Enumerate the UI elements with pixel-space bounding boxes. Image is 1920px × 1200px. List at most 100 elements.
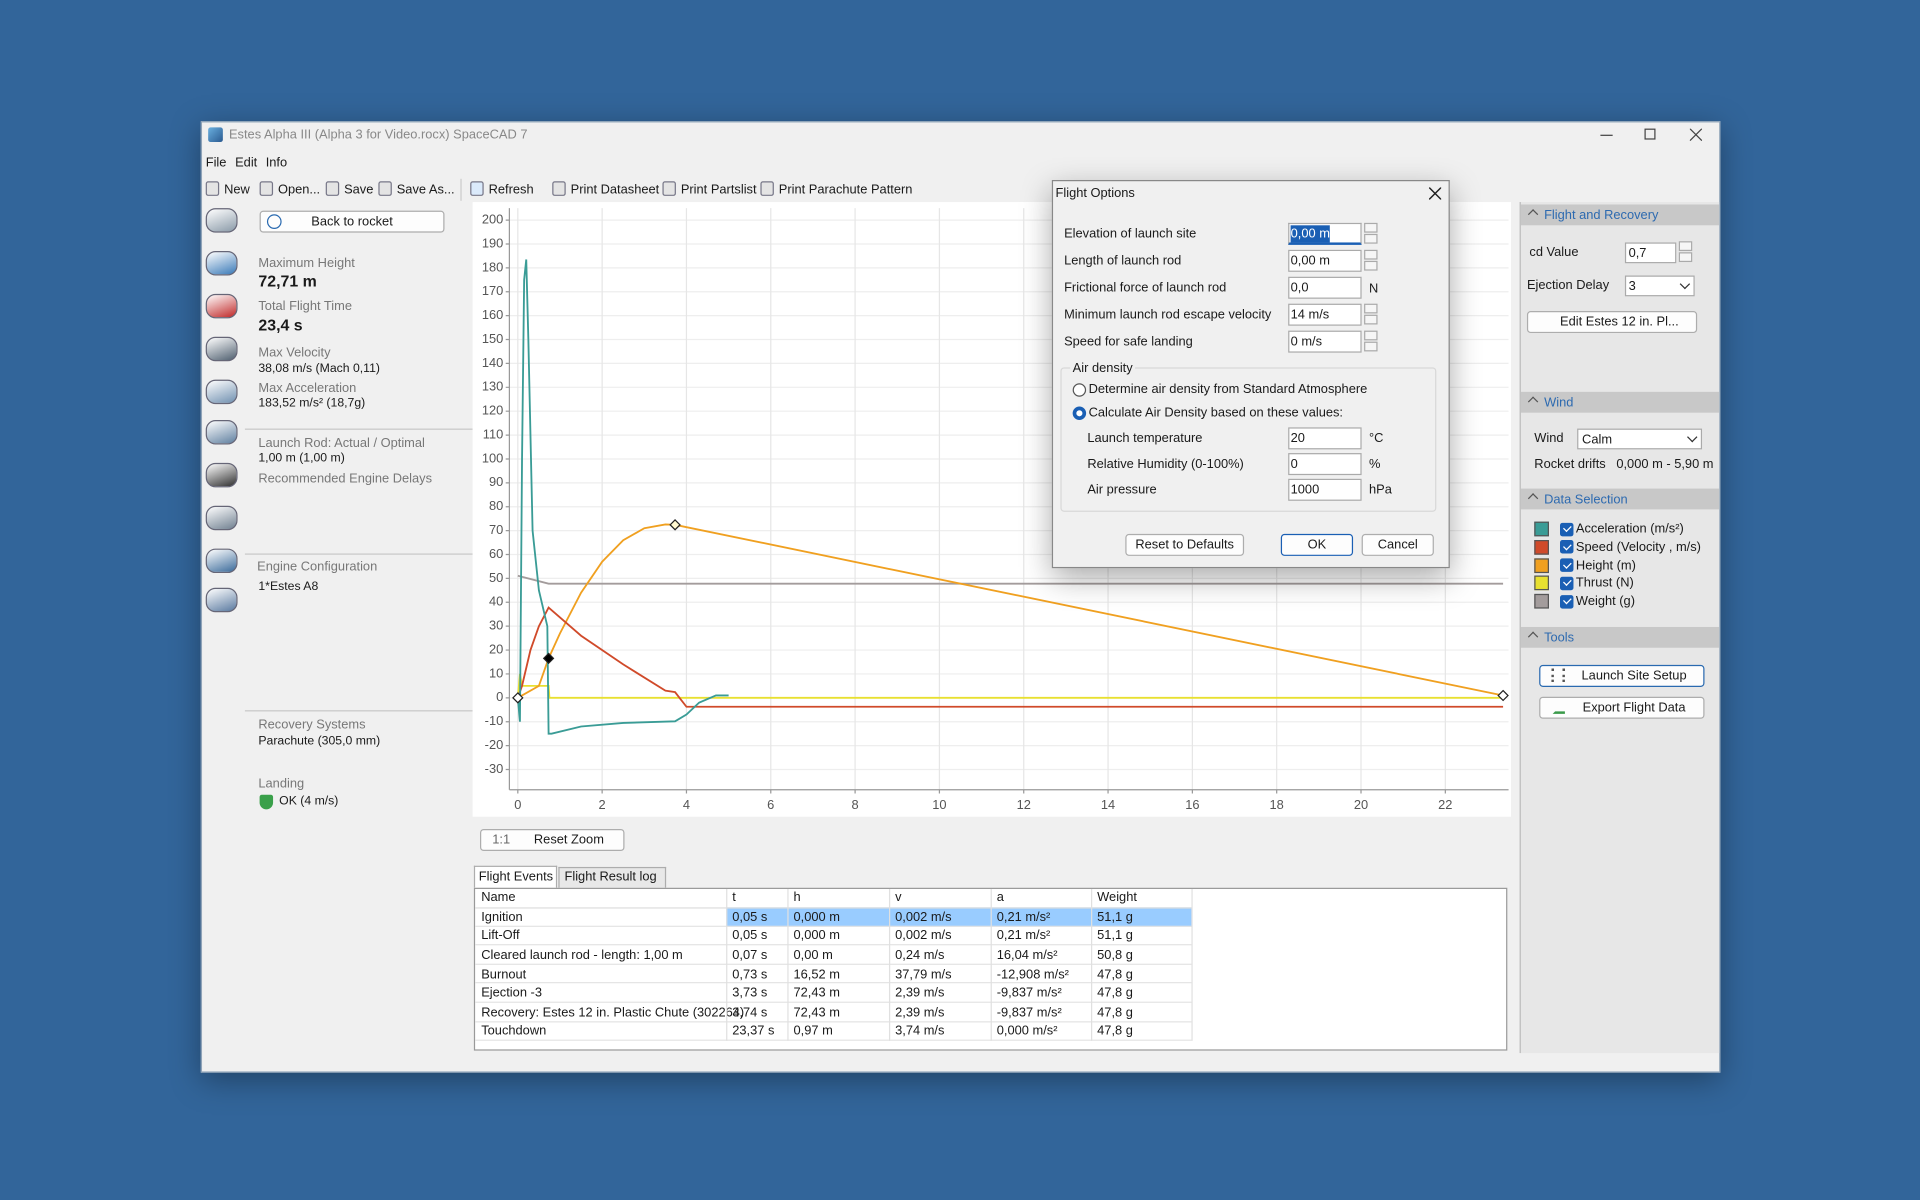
table-cell[interactable]: -12,908 m/s²	[997, 966, 1069, 983]
table-cell[interactable]: 0,73 s	[732, 966, 767, 983]
menu-item[interactable]: Edit	[235, 154, 257, 171]
toolbar-icon	[552, 181, 565, 196]
spinner-down[interactable]	[1364, 261, 1377, 271]
table-cell[interactable]: 0,000 m	[793, 927, 839, 944]
table-cell[interactable]: 72,43 m	[793, 985, 839, 1002]
table-cell[interactable]: 3,74 s	[732, 1004, 767, 1021]
unit-label: hPa	[1369, 481, 1392, 498]
dialog-close-button[interactable]	[1429, 187, 1441, 199]
button[interactable]: Edit Estes 12 in. Pl...	[1527, 311, 1697, 333]
table-cell[interactable]: 3,73 s	[732, 985, 767, 1002]
table-cell[interactable]: 0,05 s	[732, 908, 767, 925]
table-cell[interactable]: 72,43 m	[793, 1004, 839, 1021]
table-cell[interactable]: Recovery: Estes 12 in. Plastic Chute (30…	[481, 1004, 744, 1021]
table-cell[interactable]: 47,8 g	[1097, 985, 1133, 1002]
table-cell[interactable]: 0,00 m	[793, 947, 832, 964]
table-cell[interactable]: 16,52 m	[793, 966, 839, 983]
y-tick-label: 20	[489, 641, 503, 656]
table-cell[interactable]: 16,04 m/s²	[997, 947, 1058, 964]
close-button[interactable]	[1690, 129, 1702, 141]
toolbar-button[interactable]: Print Parachute Pattern	[779, 181, 913, 198]
table-cell[interactable]: 0,21 m/s²	[997, 908, 1051, 925]
toolbar-button[interactable]: Save As...	[397, 181, 455, 198]
spinner-up[interactable]	[1679, 241, 1692, 251]
table-cell[interactable]: 47,8 g	[1097, 1023, 1133, 1040]
table-cell[interactable]: 0,002 m/s	[895, 908, 951, 925]
table-cell[interactable]: 0,07 s	[732, 947, 767, 964]
table-cell[interactable]: Ejection -3	[481, 985, 542, 1002]
table-cell[interactable]: 0,97 m	[793, 1023, 832, 1040]
component-icon[interactable]	[206, 549, 238, 573]
y-tick-label: -10	[485, 713, 504, 728]
component-icon[interactable]	[206, 463, 238, 487]
radio-button[interactable]	[1073, 383, 1086, 396]
component-icon[interactable]	[206, 588, 238, 612]
table-cell[interactable]: 23,37 s	[732, 1023, 774, 1040]
spinner-up[interactable]	[1364, 250, 1377, 260]
spinner-up[interactable]	[1364, 330, 1377, 340]
component-icon[interactable]	[206, 420, 238, 444]
table-cell[interactable]: 50,8 g	[1097, 947, 1133, 964]
table-cell[interactable]: -9,837 m/s²	[997, 1004, 1062, 1021]
section-title: Flight and Recovery	[1544, 206, 1658, 223]
minimize-button[interactable]	[1600, 135, 1612, 136]
table-cell[interactable]: 3,74 m/s	[895, 1023, 944, 1040]
table-cell[interactable]: 2,39 m/s	[895, 1004, 944, 1021]
spinner-down[interactable]	[1679, 252, 1692, 262]
column-line	[889, 889, 890, 1041]
table-cell[interactable]: Burnout	[481, 966, 526, 983]
button[interactable]: Back to rocket	[260, 211, 445, 233]
component-icon[interactable]	[206, 294, 238, 318]
table-cell[interactable]: Ignition	[481, 908, 522, 925]
button[interactable]: OK	[1281, 534, 1353, 556]
table-cell[interactable]: Touchdown	[481, 1023, 546, 1040]
button[interactable]: Reset to Defaults	[1125, 534, 1244, 556]
table-cell[interactable]: 0,24 m/s	[895, 947, 944, 964]
table-cell[interactable]: 47,8 g	[1097, 1004, 1133, 1021]
close-glyph	[1690, 129, 1702, 141]
toolbar-button[interactable]: Print Partslist	[681, 181, 757, 198]
y-tick-label: 50	[489, 570, 503, 585]
spinner-down[interactable]	[1364, 234, 1377, 244]
separator	[245, 553, 473, 554]
table-cell[interactable]: 0,000 m/s²	[997, 1023, 1058, 1040]
column-line	[991, 889, 992, 1041]
table-cell[interactable]: -9,837 m/s²	[997, 985, 1062, 1002]
column-line	[1091, 889, 1092, 1041]
component-icon[interactable]	[206, 506, 238, 530]
toolbar-button[interactable]: Open...	[278, 181, 320, 198]
x-tick-label: 8	[852, 797, 859, 812]
table-cell[interactable]: 51,1 g	[1097, 908, 1133, 925]
table-cell[interactable]: 37,79 m/s	[895, 966, 951, 983]
component-icon[interactable]	[206, 251, 238, 275]
table-cell[interactable]: 0,05 s	[732, 927, 767, 944]
spinner-up[interactable]	[1364, 303, 1377, 313]
event-marker	[670, 520, 680, 530]
input[interactable]	[1288, 453, 1361, 475]
spinner-up[interactable]	[1364, 223, 1377, 233]
component-icon[interactable]	[206, 208, 238, 232]
table-cell[interactable]: 51,1 g	[1097, 927, 1133, 944]
maximize-button[interactable]	[1644, 129, 1655, 140]
toolbar-button[interactable]: New	[224, 181, 250, 198]
table-cell[interactable]: Lift-Off	[481, 927, 519, 944]
menu-item[interactable]: Info	[266, 154, 287, 171]
component-icon[interactable]	[206, 380, 238, 404]
table-cell[interactable]: Cleared launch rod - length: 1,00 m	[481, 947, 683, 964]
menu-item[interactable]: File	[206, 154, 227, 171]
tool-icon	[1551, 669, 1564, 682]
spinner-down[interactable]	[1364, 314, 1377, 324]
toolbar-button[interactable]: Refresh	[489, 181, 534, 198]
toolbar-button[interactable]: Save	[344, 181, 373, 198]
toolbar-button[interactable]: Print Datasheet	[571, 181, 660, 198]
table-cell[interactable]: 47,8 g	[1097, 966, 1133, 983]
table-cell[interactable]: 2,39 m/s	[895, 985, 944, 1002]
table-cell[interactable]: 0,002 m/s	[895, 927, 951, 944]
table-cell[interactable]: 0,000 m	[793, 908, 839, 925]
button[interactable]: Cancel	[1362, 534, 1434, 556]
radio-button[interactable]	[1073, 406, 1086, 419]
component-icon[interactable]	[206, 337, 238, 361]
column-line	[726, 889, 727, 1041]
spinner-down[interactable]	[1364, 341, 1377, 351]
table-cell[interactable]: 0,21 m/s²	[997, 927, 1051, 944]
